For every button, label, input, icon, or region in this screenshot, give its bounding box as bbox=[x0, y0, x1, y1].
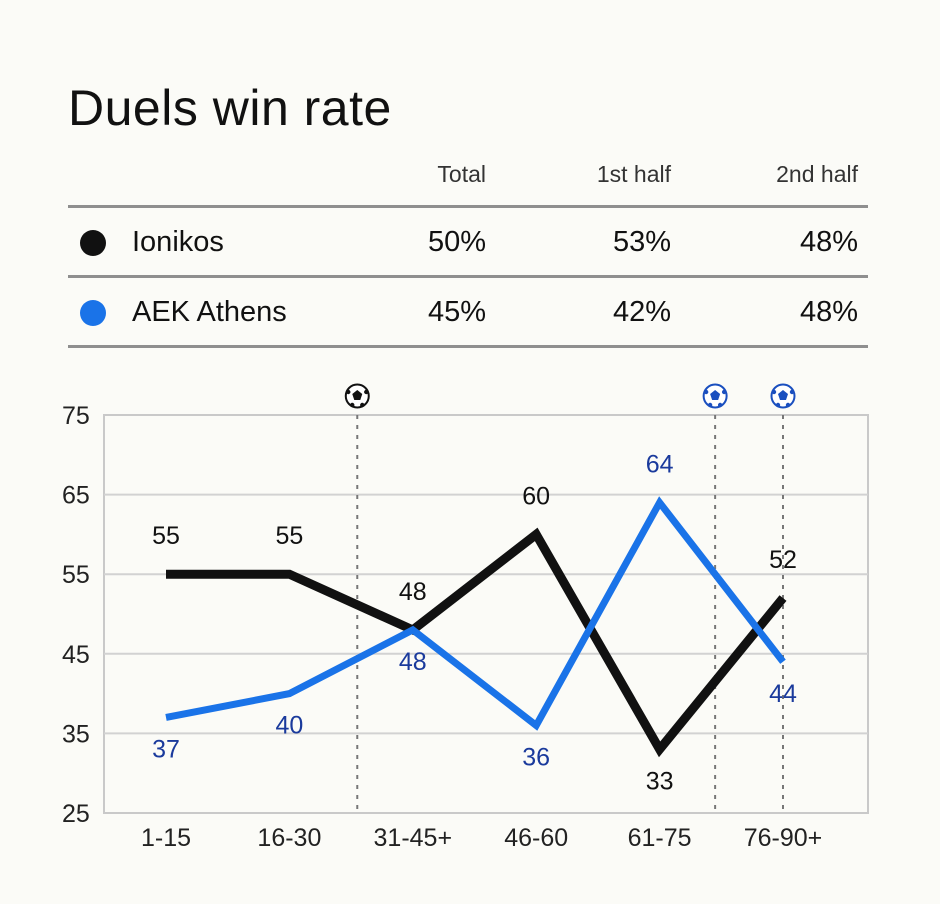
series-line-aek-athens bbox=[165, 496, 786, 731]
x-tick-label: 46-60 bbox=[504, 824, 568, 852]
table-row: AEK Athens 45% 42% 48% bbox=[68, 278, 868, 348]
team-name: Ionikos bbox=[132, 226, 224, 258]
x-tick-label: 1-15 bbox=[141, 824, 191, 852]
soccer-ball-patch bbox=[346, 389, 351, 395]
duels-stats-table: Total 1st half 2nd half Ionikos 50% 53% … bbox=[68, 155, 868, 348]
data-label: 48 bbox=[399, 578, 427, 606]
soccer-ball-patch bbox=[352, 390, 363, 400]
team-name: AEK Athens bbox=[132, 296, 287, 328]
team-color-dot bbox=[80, 230, 106, 256]
y-tick-label: 45 bbox=[62, 641, 90, 669]
data-label: 55 bbox=[275, 522, 303, 550]
y-tick-label: 35 bbox=[62, 720, 90, 748]
y-tick-label: 75 bbox=[62, 402, 90, 430]
soccer-ball-patch bbox=[789, 389, 795, 395]
first-half-value: 53% bbox=[612, 226, 671, 258]
data-label: 40 bbox=[275, 712, 303, 740]
data-label: 60 bbox=[522, 482, 550, 510]
data-label: 37 bbox=[152, 735, 180, 763]
total-value: 50% bbox=[427, 226, 486, 258]
soccer-ball-patch bbox=[350, 402, 355, 408]
data-label: 64 bbox=[646, 451, 674, 479]
data-label: 44 bbox=[769, 680, 797, 708]
soccer-ball-patch bbox=[364, 389, 369, 395]
x-tick-label: 76-90+ bbox=[744, 824, 823, 852]
soccer-ball-patch bbox=[778, 390, 788, 400]
chart-title: Duels win rate bbox=[68, 80, 392, 136]
header-first-half: 1st half bbox=[596, 161, 671, 187]
total-value: 45% bbox=[427, 296, 486, 328]
second-half-value: 48% bbox=[799, 226, 858, 258]
soccer-ball-patch bbox=[775, 402, 781, 408]
y-tick-label: 65 bbox=[62, 482, 90, 510]
soccer-ball-patch bbox=[721, 389, 727, 395]
table-header-row: Total 1st half 2nd half bbox=[68, 155, 868, 208]
table-row: Ionikos 50% 53% 48% bbox=[68, 208, 868, 278]
x-tick-label: 16-30 bbox=[257, 824, 321, 852]
x-tick-label: 31-45+ bbox=[374, 824, 453, 852]
x-tick-label: 61-75 bbox=[628, 824, 692, 852]
data-label: 36 bbox=[522, 743, 550, 771]
team-color-dot bbox=[80, 300, 106, 326]
data-label: 55 bbox=[152, 522, 180, 550]
soccer-ball-patch bbox=[707, 402, 713, 408]
data-label: 52 bbox=[769, 546, 797, 574]
soccer-ball-patch bbox=[771, 389, 777, 395]
data-label: 33 bbox=[646, 767, 674, 795]
soccer-ball-patch bbox=[785, 402, 791, 408]
soccer-ball-patch bbox=[710, 390, 721, 400]
first-half-value: 42% bbox=[612, 296, 671, 328]
second-half-value: 48% bbox=[799, 296, 858, 328]
soccer-ball-patch bbox=[360, 402, 365, 408]
plot-area-frame bbox=[103, 414, 869, 814]
y-tick-label: 55 bbox=[62, 561, 90, 589]
y-tick-label: 25 bbox=[62, 800, 90, 828]
soccer-ball-patch bbox=[717, 402, 723, 408]
soccer-ball-patch bbox=[703, 389, 709, 395]
header-second-half: 2nd half bbox=[776, 161, 858, 187]
header-total: Total bbox=[437, 161, 486, 187]
data-label: 48 bbox=[399, 648, 427, 676]
series-line-ionikos bbox=[166, 527, 787, 758]
